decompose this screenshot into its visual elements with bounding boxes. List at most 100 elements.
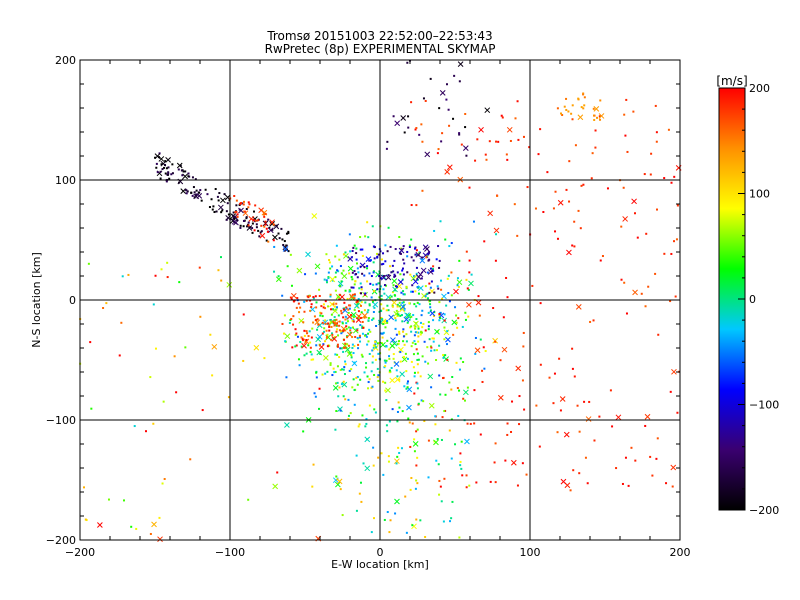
scatter-x-marker [468, 280, 474, 287]
scatter-point [316, 318, 319, 321]
scatter-point [567, 110, 570, 113]
scatter-point [330, 325, 333, 328]
scatter-point [438, 266, 441, 269]
scatter-point [458, 80, 461, 83]
scatter-point [350, 356, 353, 359]
scatter-point [338, 298, 341, 301]
scatter-point [430, 346, 433, 349]
scatter-point [621, 482, 624, 485]
scatter-point [347, 311, 350, 314]
scatter-point [319, 314, 322, 317]
scatter-x-marker [575, 303, 582, 310]
scatter-point [460, 143, 463, 146]
scatter-point [316, 328, 319, 331]
scatter-point [393, 275, 396, 278]
scatter-point [399, 252, 402, 255]
scatter-point [416, 428, 419, 431]
scatter-point [380, 263, 383, 266]
scatter-point [161, 482, 164, 485]
scatter-point [411, 524, 414, 527]
scatter-point [159, 170, 162, 173]
scatter-point [443, 477, 446, 480]
scatter-point [458, 259, 461, 262]
y-tick-label: −200 [46, 534, 76, 547]
scatter-point [374, 411, 377, 414]
scatter-point [427, 321, 430, 324]
scatter-x-marker [348, 293, 355, 300]
scatter-point [589, 320, 592, 323]
scatter-x-marker [290, 292, 297, 299]
scatter-point [459, 460, 462, 463]
scatter-point [378, 310, 381, 313]
scatter-point [435, 258, 438, 261]
scatter-point [305, 352, 308, 355]
scatter-point [387, 460, 390, 463]
scatter-point [465, 278, 468, 281]
scatter-point [397, 340, 400, 343]
scatter-point [654, 272, 657, 275]
scatter-point [663, 252, 666, 255]
scatter-point [352, 318, 355, 321]
scatter-point [556, 237, 559, 240]
scatter-point [513, 203, 516, 206]
scatter-point [323, 327, 326, 330]
scatter-point [371, 355, 374, 358]
scatter-point [165, 167, 168, 170]
scatter-point [357, 343, 360, 346]
scatter-point [326, 370, 329, 373]
scatter-point [435, 359, 438, 362]
scatter-point [429, 309, 432, 312]
scatter-point [332, 367, 335, 370]
scatter-point [378, 275, 381, 278]
scatter-point [442, 520, 445, 523]
scatter-point [311, 485, 314, 488]
scatter-point [353, 308, 356, 311]
scatter-point [352, 315, 355, 318]
scatter-point [368, 378, 371, 381]
scatter-point [450, 388, 453, 391]
scatter-point [235, 211, 238, 214]
scatter-point [355, 247, 358, 250]
scatter-point [311, 327, 314, 330]
scatter-point [373, 257, 376, 260]
scatter-point [657, 333, 660, 336]
scatter-point [402, 328, 405, 331]
scatter-point [384, 260, 387, 263]
scatter-x-marker [335, 481, 341, 488]
scatter-x-marker [380, 341, 386, 348]
scatter-point [351, 346, 354, 349]
scatter-point [448, 300, 451, 303]
scatter-point [309, 350, 312, 353]
scatter-point [107, 498, 110, 501]
scatter-point [583, 104, 586, 107]
scatter-point [337, 314, 340, 317]
scatter-point [290, 284, 293, 287]
scatter-point [337, 334, 340, 337]
scatter-point [335, 302, 338, 305]
scatter-point [374, 358, 377, 361]
scatter-point [380, 298, 383, 301]
scatter-point [347, 344, 350, 347]
scatter-point [419, 321, 422, 324]
scatter-point [360, 301, 363, 304]
scatter-point [292, 323, 295, 326]
scatter-point [401, 269, 404, 272]
scatter-point [592, 107, 595, 110]
scatter-point [644, 305, 647, 308]
scatter-x-marker [475, 299, 482, 306]
scatter-point [165, 180, 168, 183]
scatter-point [573, 245, 576, 248]
scatter-point [496, 194, 499, 197]
scatter-point [556, 431, 559, 434]
scatter-point [406, 250, 409, 253]
scatter-point [655, 140, 658, 143]
scatter-x-marker [453, 288, 459, 295]
scatter-point [645, 232, 648, 235]
scatter-point [376, 256, 379, 259]
scatter-point [571, 347, 574, 350]
scatter-point [385, 345, 388, 348]
scatter-point [294, 328, 297, 331]
scatter-x-marker [557, 199, 564, 206]
scatter-point [428, 282, 431, 285]
scatter-point [366, 280, 369, 283]
